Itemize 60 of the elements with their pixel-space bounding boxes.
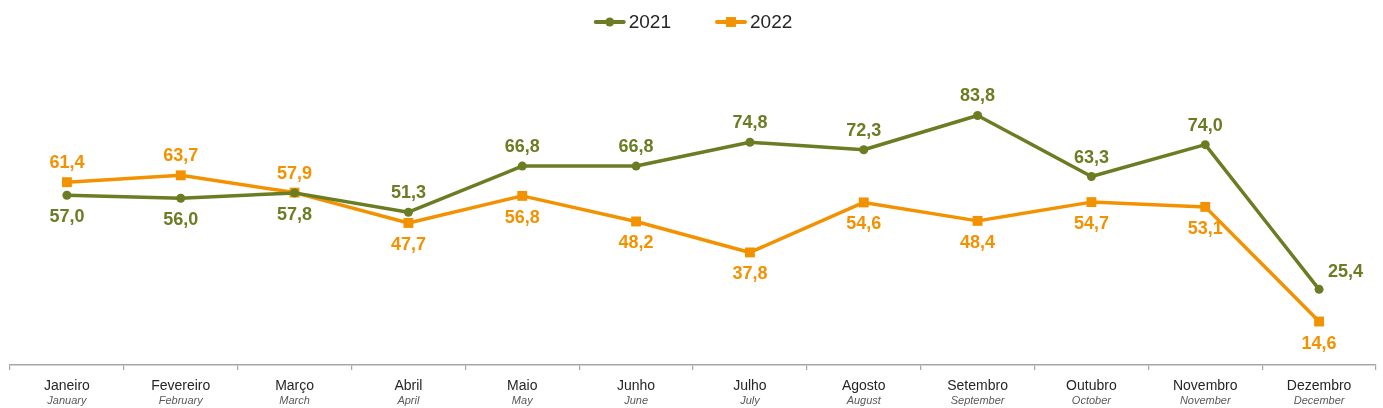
point [1314, 284, 1324, 294]
point [859, 145, 869, 155]
point [744, 247, 755, 258]
data-label: 25,4 [1328, 261, 1364, 282]
legend-label: 2022 [750, 11, 793, 33]
x-tick-label: Abril April [394, 376, 423, 407]
point [517, 161, 527, 171]
data-label: 47,7 [390, 233, 426, 254]
point [403, 218, 414, 228]
point [972, 215, 983, 226]
data-label: 63,7 [163, 145, 199, 166]
x-tick-label: Junho June [617, 376, 656, 407]
x-tick-label: Novembro November [1172, 376, 1238, 407]
data-label: 57,9 [277, 162, 313, 183]
point [403, 207, 413, 217]
data-label: 54,6 [846, 213, 882, 234]
x-tick-label: Maio May [507, 376, 538, 407]
x-tick-label: Março March [275, 376, 315, 407]
data-label: 56,0 [163, 209, 199, 230]
x-tick-label: Outubro October [1066, 376, 1117, 407]
point [1314, 316, 1325, 327]
point [175, 170, 186, 181]
point [1086, 197, 1097, 208]
data-label: 56,8 [504, 206, 540, 227]
point [1086, 172, 1096, 182]
data-label: 14,6 [1301, 332, 1337, 353]
point [1200, 140, 1210, 150]
x-tick-label: Dezembro December [1286, 376, 1352, 407]
data-label: 61,4 [49, 152, 85, 173]
data-label: 74,0 [1187, 114, 1223, 135]
x-tick-label: Janeiro January [43, 376, 91, 407]
data-label: 51,3 [390, 182, 426, 203]
x-tick-label: Setembro September [947, 376, 1009, 407]
point [745, 137, 755, 147]
data-label: 54,7 [1073, 213, 1109, 234]
point [858, 197, 869, 208]
data-label: 72,3 [846, 119, 882, 140]
data-label: 37,8 [732, 263, 768, 284]
point [517, 190, 528, 201]
data-label: 57,0 [49, 206, 85, 227]
point [61, 177, 72, 188]
data-label: 48,2 [618, 232, 654, 253]
point [631, 216, 642, 227]
data-label: 74,8 [732, 112, 768, 133]
point [62, 190, 72, 200]
data-label: 48,4 [960, 231, 996, 252]
point [1200, 201, 1211, 212]
data-label: 57,8 [277, 203, 313, 224]
data-label: 66,8 [504, 136, 540, 157]
data-label: 53,1 [1187, 217, 1223, 238]
legend-label: 2021 [628, 11, 672, 33]
point [973, 110, 983, 120]
x-tick-label: Agosto August [841, 376, 886, 407]
point [631, 161, 641, 171]
data-label: 66,8 [618, 136, 654, 157]
data-label: 63,3 [1073, 146, 1109, 167]
x-tick-label: Fevereiro February [151, 376, 211, 407]
point [176, 193, 186, 203]
data-label: 83,8 [960, 85, 996, 106]
x-tick-label: Julho July [733, 376, 767, 407]
